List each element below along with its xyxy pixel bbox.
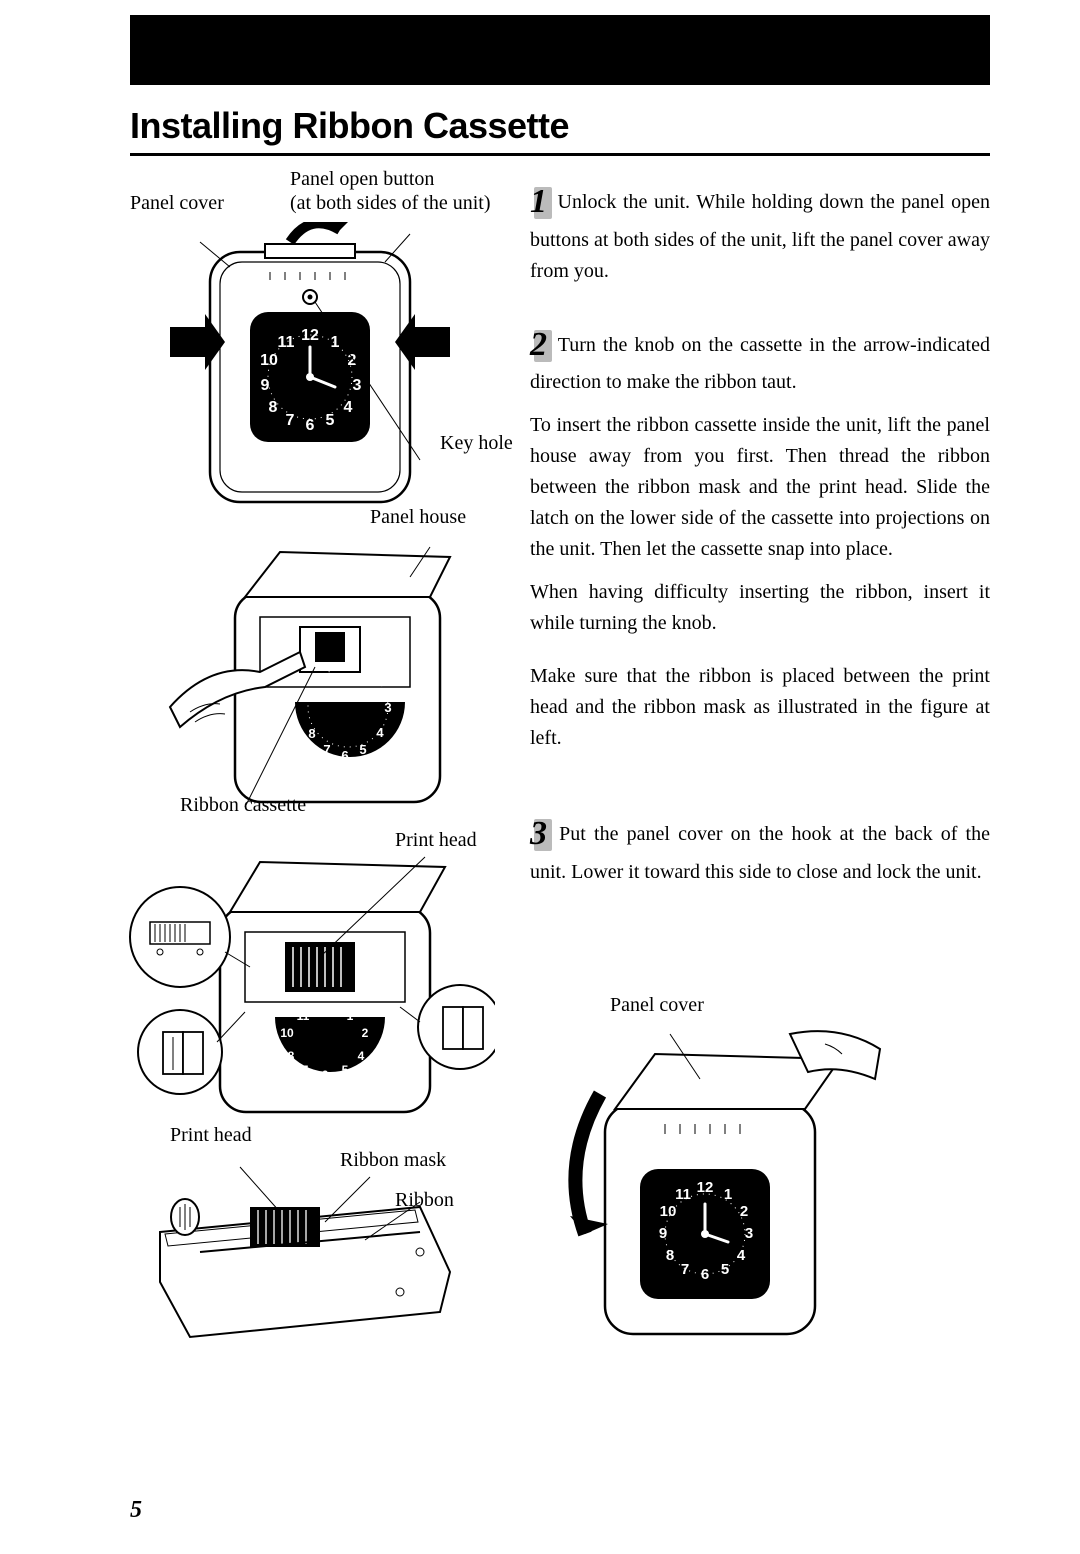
svg-text:6: 6 xyxy=(322,1068,329,1082)
content-area: Panel cover Panel open button (at both s… xyxy=(130,172,990,1514)
svg-text:8: 8 xyxy=(269,399,278,416)
unit-open-icon: 345 678 xyxy=(150,532,480,822)
svg-text:2: 2 xyxy=(740,1203,748,1220)
svg-text:5: 5 xyxy=(326,412,335,429)
svg-text:6: 6 xyxy=(341,748,348,763)
svg-text:10: 10 xyxy=(260,352,278,369)
svg-text:12: 12 xyxy=(301,327,319,344)
figure-unit-open-insert: 345 678 xyxy=(150,532,480,822)
section-title: Installing Ribbon Cassette xyxy=(130,105,990,147)
svg-text:11: 11 xyxy=(675,1186,691,1203)
step-3: 3 Put the panel cover on the hook at the… xyxy=(530,804,990,888)
svg-text:7: 7 xyxy=(286,412,295,429)
svg-text:7: 7 xyxy=(681,1261,689,1278)
svg-text:4: 4 xyxy=(737,1247,746,1264)
svg-text:6: 6 xyxy=(306,417,315,434)
unit-closed-icon: 1212 345 678 91011 xyxy=(170,222,450,522)
step-2-text-c: When having difficulty inserting the rib… xyxy=(530,577,990,639)
step-2-text-d: Make sure that the ribbon is placed betw… xyxy=(530,661,990,754)
label-panel-cover-right: Panel cover xyxy=(610,992,980,1018)
label-panel-open-button-line2: (at both sides of the unit) xyxy=(290,190,491,216)
header-black-bar xyxy=(130,15,990,85)
svg-text:5: 5 xyxy=(342,1063,349,1077)
step-1-text: Unlock the unit. While holding down the … xyxy=(530,191,990,282)
page-number: 5 xyxy=(130,1497,142,1524)
close-unit-icon: 1212 345 678 91011 xyxy=(530,1024,900,1364)
step-3-text: Put the panel cover on the hook at the b… xyxy=(530,823,990,883)
svg-text:9: 9 xyxy=(261,377,270,394)
svg-text:1: 1 xyxy=(724,1186,732,1203)
svg-text:3: 3 xyxy=(353,377,362,394)
svg-text:5: 5 xyxy=(359,742,366,757)
step-2-text-a: Turn the knob on the cassette in the arr… xyxy=(530,334,990,394)
figure-detail-circles: 12 12 456 78 1011 xyxy=(125,852,495,1132)
svg-text:12: 12 xyxy=(320,1001,334,1015)
svg-text:4: 4 xyxy=(358,1049,365,1063)
svg-text:11: 11 xyxy=(278,334,295,351)
svg-text:10: 10 xyxy=(280,1026,294,1040)
svg-text:7: 7 xyxy=(323,742,330,757)
svg-text:7: 7 xyxy=(302,1063,309,1077)
svg-text:6: 6 xyxy=(701,1266,709,1283)
step-3-number: 3 xyxy=(530,815,547,852)
label-panel-cover: Panel cover xyxy=(130,190,224,216)
label-panel-house: Panel house xyxy=(370,504,466,530)
svg-text:2: 2 xyxy=(362,1026,369,1040)
svg-text:8: 8 xyxy=(288,1049,295,1063)
section-title-container: Installing Ribbon Cassette xyxy=(130,105,990,156)
step-1-number: 1 xyxy=(530,183,547,220)
figure-close-unit-group: Panel cover 1212 345 678 91011 xyxy=(530,992,900,1369)
svg-text:10: 10 xyxy=(660,1203,677,1220)
svg-text:4: 4 xyxy=(344,399,353,416)
svg-text:11: 11 xyxy=(297,1009,310,1023)
step-2-text-b: To insert the ribbon cassette inside the… xyxy=(530,410,990,565)
svg-text:5: 5 xyxy=(721,1261,729,1278)
svg-text:12: 12 xyxy=(697,1179,714,1196)
label-ribbon-cassette: Ribbon cassette xyxy=(180,792,306,818)
step-2-number: 2 xyxy=(530,326,547,363)
svg-text:1: 1 xyxy=(347,1009,354,1023)
label-panel-open-button-line1: Panel open button xyxy=(290,166,434,192)
svg-text:4: 4 xyxy=(376,725,384,740)
step-1: 1 Unlock the unit. While holding down th… xyxy=(530,172,990,287)
detail-view-icon: 12 12 456 78 1011 xyxy=(125,852,495,1132)
figure-cassette xyxy=(140,1152,480,1372)
step-2: 2 Turn the knob on the cassette in the a… xyxy=(530,315,990,755)
right-column: 1 Unlock the unit. While holding down th… xyxy=(530,172,990,916)
svg-text:3: 3 xyxy=(745,1225,753,1242)
label-key-hole: Key hole xyxy=(440,430,513,456)
left-column: Panel cover Panel open button (at both s… xyxy=(130,172,510,1514)
figure-unit-closed: 1212 345 678 91011 xyxy=(170,222,450,522)
cassette-icon xyxy=(140,1152,480,1372)
label-print-head-bottom: Print head xyxy=(170,1122,252,1148)
svg-text:8: 8 xyxy=(666,1247,674,1264)
label-print-head-top: Print head xyxy=(395,827,477,853)
